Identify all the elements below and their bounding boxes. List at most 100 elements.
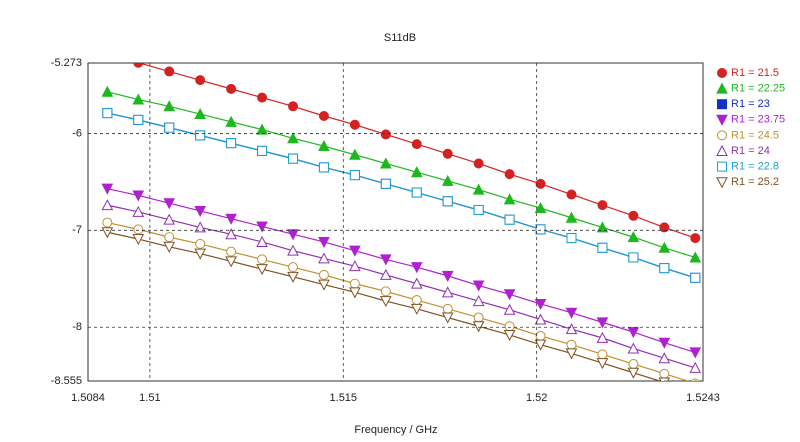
marker — [256, 123, 268, 135]
legend-marker — [716, 144, 728, 156]
legend-marker — [717, 130, 727, 141]
marker — [627, 367, 640, 379]
marker — [318, 269, 329, 280]
marker — [689, 251, 702, 263]
marker — [596, 317, 609, 329]
marker — [195, 75, 206, 86]
legend-marker — [717, 161, 727, 172]
legend-label: R1 = 24 — [731, 145, 770, 157]
marker — [689, 347, 702, 359]
y-tick-label: -8.555 — [51, 375, 82, 387]
marker — [411, 187, 422, 198]
marker — [101, 199, 114, 211]
marker — [565, 348, 578, 360]
marker — [690, 272, 701, 283]
marker — [226, 83, 237, 94]
series-line — [107, 112, 696, 279]
legend-label: R1 = 25.2 — [731, 176, 779, 188]
marker — [133, 63, 144, 68]
marker — [380, 286, 391, 297]
marker — [597, 242, 608, 253]
marker — [504, 321, 515, 332]
marker — [287, 132, 299, 144]
marker — [503, 193, 516, 205]
marker — [473, 158, 484, 169]
marker — [566, 233, 577, 244]
marker — [628, 210, 639, 221]
marker — [535, 178, 546, 189]
marker — [503, 303, 516, 315]
series-line — [107, 204, 696, 369]
marker — [565, 323, 578, 335]
legend-label: R1 = 23 — [731, 98, 770, 110]
marker — [380, 178, 391, 189]
marker — [627, 231, 640, 243]
x-tick-label: 1.52 — [526, 392, 547, 404]
marker — [318, 236, 330, 249]
marker — [133, 224, 144, 235]
legend-label: R1 = 22.8 — [731, 161, 779, 173]
marker — [257, 145, 268, 156]
marker — [163, 241, 176, 253]
marker — [194, 205, 206, 218]
marker — [318, 252, 330, 264]
legend-label: R1 = 24.5 — [731, 129, 779, 141]
marker — [101, 85, 114, 97]
marker — [287, 244, 299, 256]
x-tick-label: 1.5243 — [686, 392, 720, 404]
marker — [410, 166, 423, 178]
marker — [534, 339, 547, 351]
marker — [256, 264, 268, 276]
marker — [472, 280, 485, 292]
marker — [659, 222, 670, 233]
marker — [349, 260, 361, 272]
marker — [410, 262, 423, 274]
marker — [132, 205, 145, 217]
legend-marker — [717, 99, 727, 110]
marker — [287, 229, 299, 241]
marker — [534, 201, 547, 214]
marker — [380, 157, 392, 169]
marker — [596, 221, 609, 233]
marker — [472, 294, 485, 307]
marker — [318, 111, 329, 121]
marker — [411, 139, 422, 150]
marker — [441, 312, 454, 324]
series-line — [107, 91, 696, 259]
x-axis-label: Frequency / GHz — [354, 424, 437, 436]
x-tick-label: 1.51 — [139, 392, 160, 404]
marker — [102, 108, 113, 119]
marker — [163, 100, 176, 112]
marker — [504, 214, 515, 225]
marker — [288, 153, 298, 164]
marker — [628, 252, 639, 263]
marker — [349, 287, 361, 299]
marker — [659, 368, 670, 379]
marker — [257, 92, 268, 103]
marker — [566, 189, 577, 200]
marker — [163, 213, 176, 225]
marker — [441, 286, 454, 298]
marker — [535, 330, 546, 341]
marker — [565, 307, 578, 319]
marker — [627, 327, 640, 339]
marker — [441, 270, 454, 282]
marker — [690, 378, 700, 381]
marker — [380, 268, 392, 280]
marker — [472, 321, 485, 333]
marker — [349, 170, 360, 181]
marker — [442, 148, 453, 159]
marker — [565, 211, 578, 223]
series-line — [107, 188, 696, 353]
legend-marker — [716, 177, 728, 189]
marker — [410, 303, 423, 315]
marker — [349, 148, 361, 160]
legend-label: R1 = 21.5 — [731, 67, 779, 79]
marker — [380, 254, 392, 266]
series-line — [107, 221, 690, 381]
marker — [256, 221, 268, 233]
marker — [349, 119, 360, 130]
marker — [473, 312, 484, 323]
marker — [659, 263, 670, 274]
marker — [689, 361, 702, 373]
